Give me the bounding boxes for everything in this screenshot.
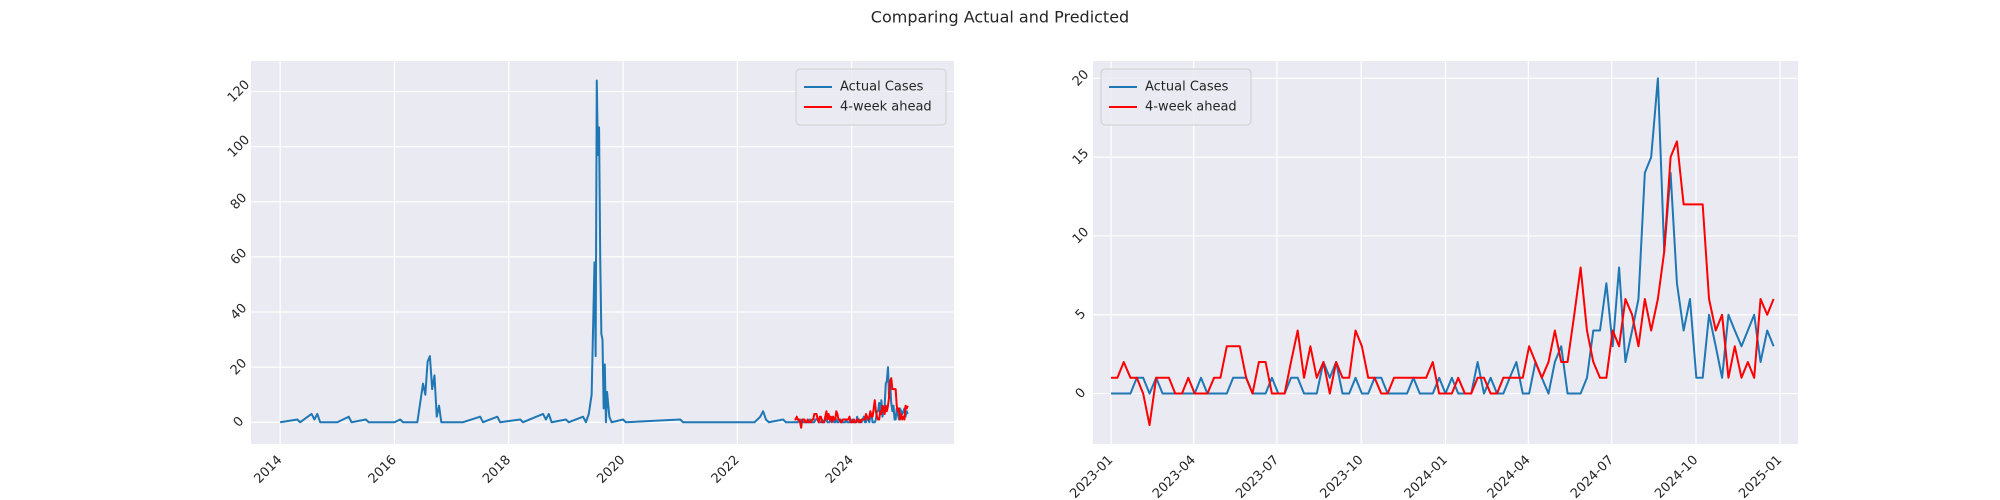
y-tick-label: 20 <box>1070 67 1092 89</box>
x-tick-label: 2023-01 <box>1067 453 1116 500</box>
y-tick-label: 100 <box>225 133 253 161</box>
legend-label: Actual Cases <box>840 80 924 95</box>
legend-label: 4-week ahead <box>840 100 932 115</box>
y-tick-label: 0 <box>231 414 247 430</box>
series-line <box>1111 77 1775 395</box>
x-tick-label: 2025-01 <box>1736 453 1785 500</box>
x-tick-label: 2024-10 <box>1652 453 1701 500</box>
x-tick-label: 2024-01 <box>1402 453 1451 500</box>
legend-box <box>795 68 947 126</box>
legend: Actual Cases 4-week ahead <box>795 68 947 126</box>
series-line <box>1111 140 1775 427</box>
y-tick-label: 0 <box>1073 385 1089 401</box>
x-tick-label: 2023-10 <box>1318 453 1367 500</box>
y-tick-label: 40 <box>228 301 250 323</box>
x-tick-label: 2022 <box>709 453 743 487</box>
x-tick-label: 2023-04 <box>1150 453 1199 500</box>
x-tick-label: 2024 <box>823 453 857 487</box>
x-tick-label: 2014 <box>251 453 285 487</box>
legend-label: 4-week ahead <box>1145 100 1237 115</box>
y-tick-label: 15 <box>1070 146 1092 168</box>
x-tick-label: 2023-07 <box>1233 453 1282 500</box>
legend: Actual Cases 4-week ahead <box>1100 68 1252 126</box>
legend-label: Actual Cases <box>1145 80 1229 95</box>
y-tick-label: 60 <box>228 246 250 268</box>
axes: 2023-01 2023-04 2023-07 2023-10 2024-01 2024-… <box>1067 61 1798 500</box>
figure-title: Comparing Actual and Predicted <box>871 8 1129 27</box>
y-tick-label: 120 <box>225 78 253 106</box>
x-tick-label: 2020 <box>594 453 628 487</box>
x-tick-label: 2024-04 <box>1485 453 1534 500</box>
x-tick-label: 2018 <box>480 453 514 487</box>
y-tick-label: 20 <box>228 356 250 378</box>
y-tick-label: 5 <box>1073 307 1089 323</box>
x-tick-label: 2024-07 <box>1568 453 1617 500</box>
y-tick-label: 80 <box>228 191 250 213</box>
series-line <box>794 377 909 429</box>
y-tick-label: 10 <box>1070 225 1092 247</box>
legend-box <box>1100 68 1252 126</box>
axes: 2014 2016 2018 2020 2022 2024 0 20 40 60 80 100 120 A… <box>225 61 954 487</box>
x-tick-label: 2016 <box>366 453 400 487</box>
